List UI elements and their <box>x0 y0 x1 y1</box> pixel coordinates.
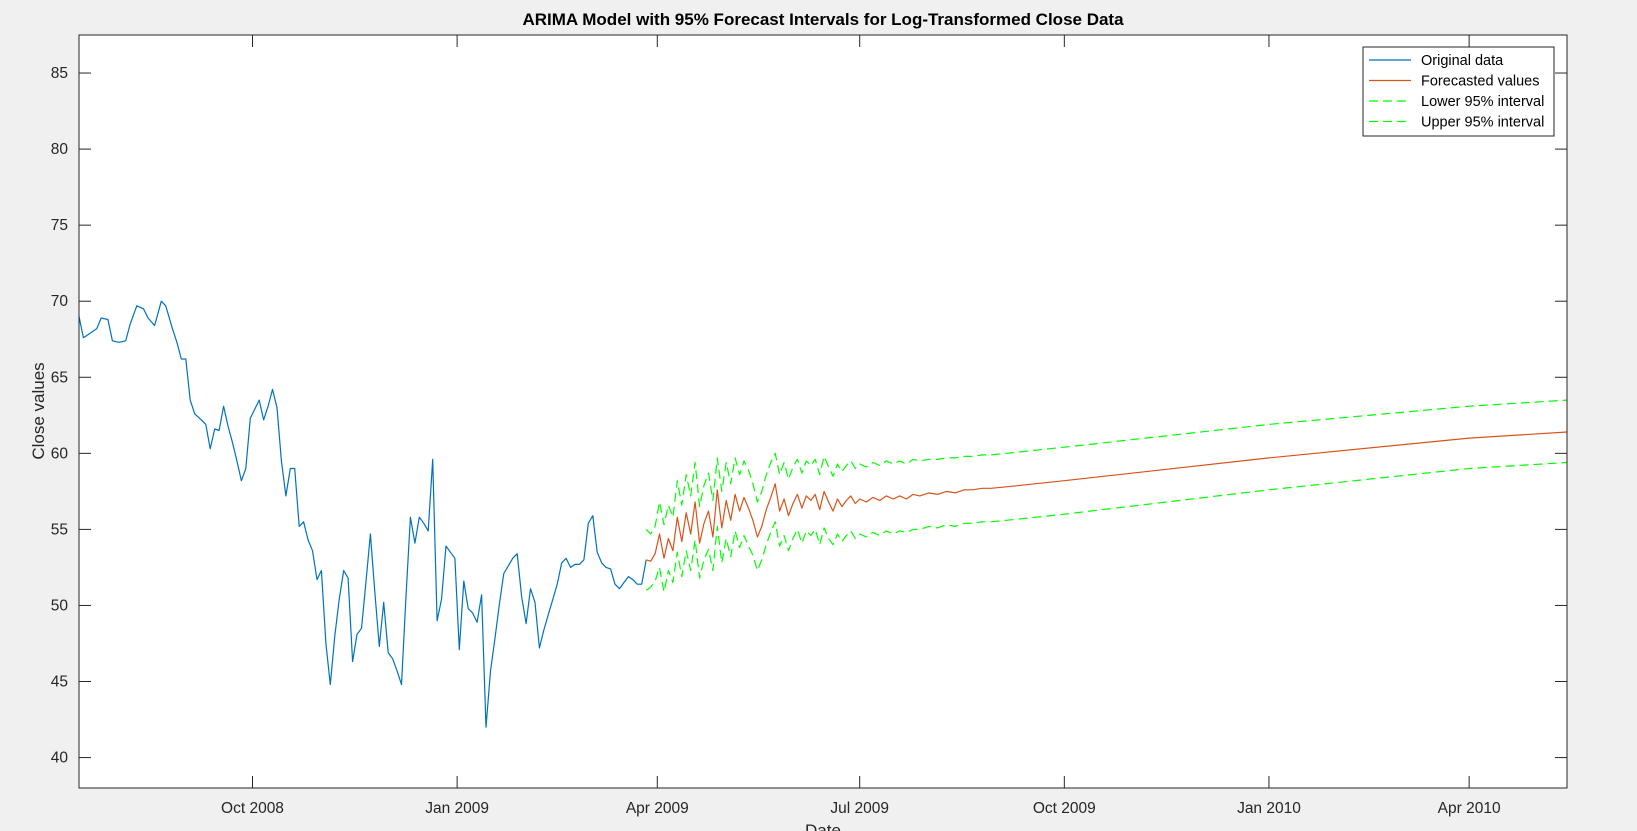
series-line-original-data <box>78 300 647 728</box>
x-tick-label: Apr 2009 <box>626 800 689 817</box>
y-tick-label: 80 <box>51 141 69 158</box>
x-tick-label: Oct 2008 <box>221 800 284 817</box>
legend-label: Original data <box>1421 53 1504 69</box>
y-tick-label: 45 <box>51 674 68 691</box>
legend-label: Forecasted values <box>1421 74 1539 90</box>
legend: Original data Forecasted values Lower 95% … <box>1362 46 1555 137</box>
y-tick-label: 60 <box>51 445 69 462</box>
x-tick-label: Jan 2010 <box>1237 800 1301 817</box>
x-tick-label: Apr 2010 <box>1438 800 1501 817</box>
legend-box <box>1362 46 1555 137</box>
y-axis-ticks: 40 45 50 55 60 65 70 75 80 85 <box>51 65 1567 767</box>
series-line-lower-95-interval <box>645 461 1568 593</box>
legend-label: Lower 95% interval <box>1421 94 1544 110</box>
y-tick-label: 65 <box>51 369 68 386</box>
x-axis-label: Date <box>805 821 841 831</box>
x-tick-label: Oct 2009 <box>1033 800 1096 817</box>
x-tick-label: Jan 2009 <box>425 800 489 817</box>
y-tick-label: 70 <box>51 293 69 310</box>
legend-label: Upper 95% interval <box>1421 115 1544 131</box>
plot-lines <box>78 300 1568 728</box>
series-line-upper-95-interval <box>645 399 1568 535</box>
chart-title: ARIMA Model with 95% Forecast Intervals … <box>522 10 1124 29</box>
y-tick-label: 75 <box>51 217 68 234</box>
y-axis-label: Close values <box>29 362 48 459</box>
y-tick-label: 85 <box>51 65 68 82</box>
x-axis-ticks: Oct 2008 Jan 2009 Apr 2009 Jul 2009 Oct 2009… <box>221 35 1501 817</box>
plot-background <box>79 35 1567 788</box>
series-line-forecasted-values <box>646 431 1568 562</box>
y-tick-label: 55 <box>51 521 68 538</box>
x-tick-label: Jul 2009 <box>830 800 889 817</box>
plot-border <box>78 34 1568 789</box>
y-tick-label: 50 <box>51 597 69 614</box>
y-tick-label: 40 <box>51 750 69 767</box>
